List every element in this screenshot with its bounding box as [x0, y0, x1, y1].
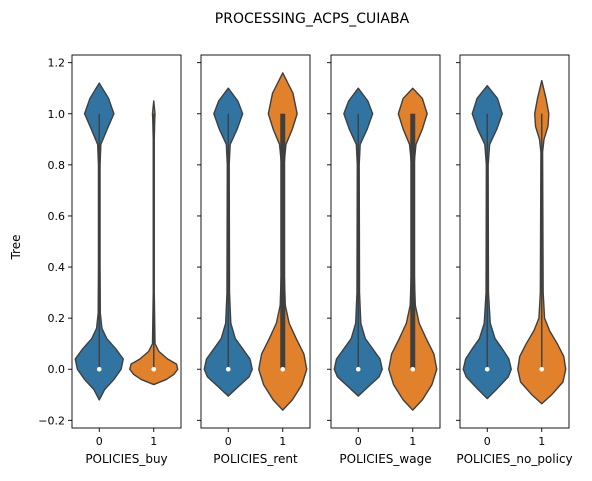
- violin-median-0: [96, 366, 102, 372]
- violin-median-1: [280, 366, 286, 372]
- y-tick-label: 1.2: [48, 57, 66, 70]
- panel-3: 0 1 POLICIES_wage: [327, 54, 441, 466]
- x-tick-label: 1: [409, 435, 416, 448]
- violin-median-1: [539, 366, 545, 372]
- axes-frame: [71, 54, 182, 429]
- figure-title: PROCESSING_ACPS_CUIABA: [215, 11, 410, 27]
- axes-frame: [459, 54, 570, 429]
- panel-1: −0.2 0.0 0.2 0.4 0.6 0.8 1.0 1.2 0 1 POLICIES_buy: [38, 54, 182, 466]
- y-tick-label: 0.0: [48, 363, 66, 376]
- x-tick-label: 0: [355, 435, 362, 448]
- violin-median-0: [355, 366, 361, 372]
- x-axis-label: POLICIES_buy: [85, 452, 167, 466]
- panel-4: 0 1 POLICIES_no_policy: [456, 54, 573, 466]
- violin-median-0: [225, 366, 231, 372]
- x-tick-label: 1: [150, 435, 157, 448]
- x-tick-label: 1: [279, 435, 286, 448]
- x-axis-label: POLICIES_wage: [339, 452, 431, 466]
- x-tick-label: 0: [96, 435, 103, 448]
- y-tick-label: 0.2: [48, 312, 66, 325]
- x-axis-label: POLICIES_rent: [213, 452, 298, 466]
- y-tick-label: 0.8: [48, 159, 66, 172]
- violin-median-1: [151, 366, 157, 372]
- y-tick-label: 0.4: [48, 261, 66, 274]
- y-tick-label: 0.6: [48, 210, 66, 223]
- panels-group: −0.2 0.0 0.2 0.4 0.6 0.8 1.0 1.2 0 1 POLICIES_buy 0…: [38, 54, 573, 466]
- y-tick-label: −0.2: [38, 414, 65, 427]
- y-tick-label: 1.0: [48, 108, 66, 121]
- x-tick-label: 0: [225, 435, 232, 448]
- violin-median-0: [484, 366, 490, 372]
- x-tick-label: 0: [484, 435, 491, 448]
- x-tick-label: 1: [538, 435, 545, 448]
- axes-frame: [330, 54, 441, 429]
- panel-2: 0 1 POLICIES_rent: [197, 54, 311, 466]
- violin-median-1: [410, 366, 416, 372]
- axes-frame: [200, 54, 311, 429]
- y-axis-label: Tree: [9, 234, 23, 260]
- x-axis-label: POLICIES_no_policy: [456, 452, 572, 466]
